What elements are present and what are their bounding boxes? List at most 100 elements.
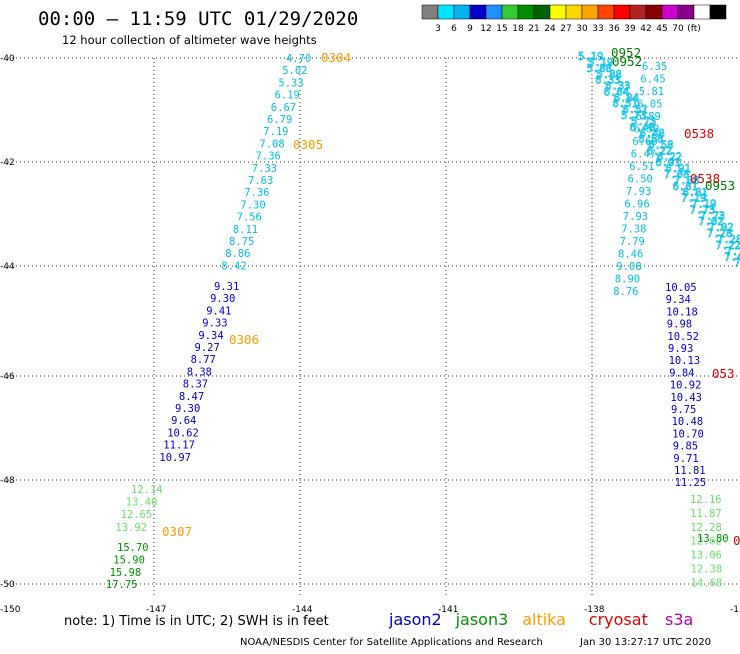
- wave-height-value: 9.34: [666, 294, 691, 306]
- pass-time-label: 0953: [705, 178, 735, 193]
- wave-height-value: 6.79: [267, 114, 292, 126]
- scale-label: 12: [480, 24, 491, 34]
- track-value: 6.48: [640, 128, 665, 140]
- track-value: 5.88: [587, 63, 612, 75]
- latitude-label: -42: [0, 158, 15, 168]
- scale-label: 36: [608, 24, 620, 34]
- scale-label: 42: [640, 24, 651, 34]
- track-value: 6.51: [612, 98, 637, 110]
- scale-label: 30: [576, 24, 588, 34]
- color-swatch: [437, 4, 455, 20]
- wave-height-value: 9.27: [195, 342, 220, 354]
- track-value: 5.73: [621, 110, 646, 122]
- track-value: 6.48: [630, 122, 655, 134]
- color-swatch: [533, 4, 551, 20]
- wave-height-value: 9.30: [210, 293, 235, 305]
- wave-height-value: 13.40: [126, 497, 158, 509]
- track-value: 7.02: [708, 222, 733, 234]
- wave-height-value: 7.93: [623, 211, 648, 223]
- wave-height-value: 12.65: [121, 509, 153, 521]
- wave-height-value: 12.38: [691, 564, 723, 576]
- wave-height-value: 9.71: [673, 453, 698, 465]
- wave-height-value: 10.52: [667, 331, 699, 343]
- wave-height-value: 9.34: [198, 330, 223, 342]
- wave-height-value: 10.70: [672, 428, 704, 440]
- wave-height-value: 6.50: [628, 174, 653, 186]
- track-value: 6.58: [648, 140, 673, 152]
- track-value: 7.22: [716, 240, 740, 252]
- wave-height-value: 11.81: [674, 465, 706, 477]
- track-value: 6.91: [665, 163, 690, 175]
- wave-height-value: 11.17: [163, 440, 195, 452]
- wave-height-value: 8.37: [183, 379, 208, 391]
- track-value: 7.02: [698, 216, 723, 228]
- legend-jason2: jason2: [388, 610, 442, 629]
- scale-label: 39: [624, 24, 636, 34]
- wave-height-value: 6.51: [629, 161, 654, 173]
- wave-height-value: 6.35: [642, 61, 667, 73]
- scale-label: 27: [560, 24, 571, 34]
- wave-height-value: 7.30: [240, 199, 265, 211]
- wave-height-value: 10.97: [159, 452, 191, 464]
- longitude-label: -147: [146, 605, 166, 615]
- scale-label: (ft): [687, 24, 701, 34]
- footer-credit: NOAA/NESDIS Center for Satellite Applica…: [240, 637, 543, 648]
- color-swatch: [501, 4, 519, 20]
- wave-height-value: 7.08: [259, 138, 284, 150]
- scale-label: 3: [435, 24, 441, 34]
- wave-height-value: 9.31: [214, 281, 239, 293]
- wave-height-value: 15.70: [117, 542, 149, 554]
- wave-height-value: 7.79: [620, 236, 645, 248]
- track-value: 7.73: [700, 210, 725, 222]
- overlapping-track: 5.195.886.336.046.515.736.486.586.226.91…: [578, 51, 740, 270]
- wave-height-value: 6.45: [640, 74, 665, 86]
- wave-height-value: 8.42: [221, 260, 246, 272]
- color-swatch: [709, 4, 727, 20]
- legend-s3a: s3a: [665, 610, 693, 629]
- footer-note: note: 1) Time is in UTC; 2) SWH is in fe…: [64, 614, 329, 629]
- scale-label: 9: [467, 24, 473, 34]
- legend-cryosat: cryosat: [589, 610, 648, 629]
- wave-height-value: 9.64: [171, 415, 196, 427]
- pass-time-label: 0306: [229, 332, 259, 347]
- wave-height-value: 7.33: [252, 163, 277, 175]
- wave-height-value: 11.25: [675, 477, 707, 489]
- wave-height-value: 6.89: [636, 111, 661, 123]
- wave-height-value: 7.56: [237, 212, 262, 224]
- color-swatch: [581, 4, 599, 20]
- pass-time-label: 0538: [684, 126, 714, 141]
- track-value: 6.81: [673, 181, 698, 193]
- wave-height-value: 9.85: [673, 441, 698, 453]
- wave-height-value: 6.47: [631, 149, 656, 161]
- wave-height-value: 7.19: [263, 126, 288, 138]
- track-value: 5.88: [597, 69, 622, 81]
- wave-height-value: 8.11: [233, 224, 258, 236]
- track-value: 6.33: [605, 81, 630, 93]
- latitude-label: -46: [0, 372, 15, 382]
- scale-label: 15: [496, 24, 507, 34]
- scale-label: 45: [656, 24, 667, 34]
- scale-label: 6: [451, 24, 457, 34]
- wave-height-value: 7.36: [244, 187, 269, 199]
- track-value: 6.22: [657, 151, 682, 163]
- wave-height-value: 7.38: [621, 224, 646, 236]
- wave-height-value: 8.75: [229, 236, 254, 248]
- track-value: 7.22: [726, 246, 740, 258]
- wave-height-value: 8.76: [613, 286, 638, 298]
- wave-height-value: 7.36: [256, 151, 281, 163]
- color-swatch: [661, 4, 679, 20]
- latitude-label: -50: [0, 580, 15, 590]
- page-subtitle: 12 hour collection of altimeter wave hei…: [62, 33, 317, 47]
- wave-height-value: 10.92: [670, 380, 702, 392]
- longitude-label: -150: [0, 605, 21, 615]
- wave-height-value: 6.50: [634, 124, 659, 136]
- track-value: 7.44: [734, 258, 740, 270]
- pass-time-label: 0952: [611, 45, 641, 60]
- scale-label: 70: [672, 24, 684, 34]
- color-swatch: [629, 4, 647, 20]
- latitude-label: -40: [0, 54, 15, 64]
- wave-height-value: 12.62: [690, 536, 722, 548]
- wave-height-value: 12.14: [131, 484, 163, 496]
- latitude-label: -44: [0, 262, 15, 272]
